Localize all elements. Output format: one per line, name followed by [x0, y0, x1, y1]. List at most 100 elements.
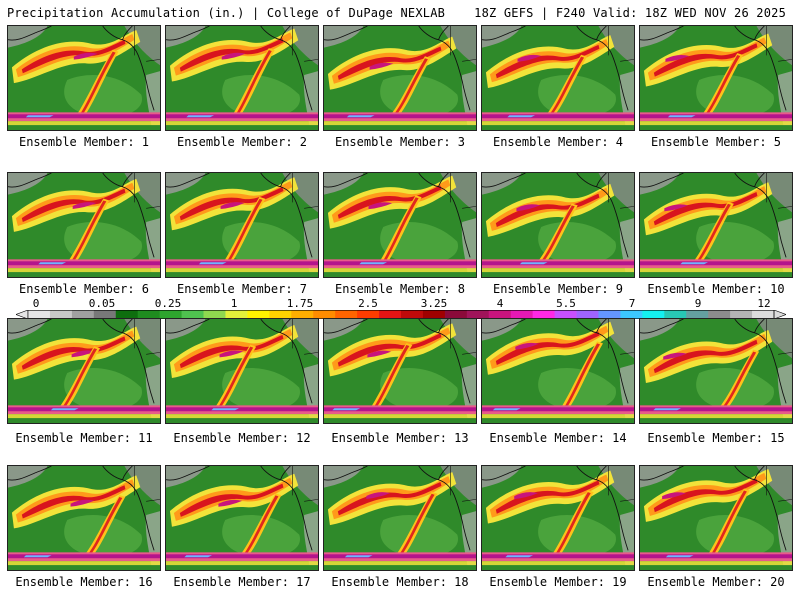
subtropical-plume-core: [238, 495, 279, 561]
light-precip-field: [380, 368, 459, 410]
itcz-core: [8, 407, 160, 412]
north-america-coastline: [102, 26, 155, 111]
north-america-coastline: [102, 466, 155, 551]
subtropical-plume-core: [213, 346, 254, 414]
storm-track-orange: [15, 182, 135, 226]
subtropical-plume-core: [232, 50, 272, 121]
ensemble-member-caption: Ensemble Member: 18: [331, 575, 469, 589]
colorbar-swatch: [115, 310, 139, 319]
heavy-precip-streak: [71, 350, 96, 358]
ensemble-map-panel: [323, 172, 477, 278]
dry-area-asia: [640, 26, 680, 48]
storm-track-orange: [647, 472, 767, 517]
north-america-coastline: [418, 466, 471, 551]
heavy-precip-streak: [514, 492, 538, 500]
itcz-core: [482, 114, 634, 119]
southern-field: [324, 125, 476, 130]
itcz-core: [324, 407, 476, 412]
storm-track-orange: [647, 333, 767, 378]
itcz-extreme-patch: [507, 115, 536, 118]
southern-field: [8, 272, 160, 277]
north-america-coastline: [734, 26, 787, 111]
itcz-extreme-patch: [665, 555, 694, 558]
light-precip-field: [64, 222, 143, 264]
southern-field: [324, 272, 476, 277]
ensemble-member-caption: Ensemble Member: 14: [489, 431, 627, 445]
dry-area-asia: [166, 466, 206, 488]
itcz-core: [482, 407, 634, 412]
dry-area-asia: [166, 26, 206, 48]
political-borders: [766, 26, 792, 62]
itcz-core: [8, 261, 160, 266]
heavy-precip-streak: [73, 52, 98, 60]
itcz-core: [8, 114, 160, 119]
north-america-coastline: [576, 26, 629, 111]
heavy-precip-streak: [369, 62, 394, 70]
north-america-coastline: [102, 319, 155, 404]
heavy-precip-streak: [366, 492, 390, 499]
dry-area-asia: [482, 26, 522, 48]
north-america-coastline: [418, 319, 471, 404]
colorbar-swatch: [576, 310, 599, 319]
ensemble-map-panel: [165, 172, 319, 278]
itcz-extreme-patch: [653, 408, 682, 411]
ensemble-map-panel: [7, 172, 161, 278]
southern-field: [166, 418, 318, 423]
north-america-coastline: [734, 466, 787, 551]
dry-area-north-america: [598, 26, 634, 66]
ensemble-map-panel: [7, 25, 161, 131]
heavy-precip-streak: [664, 204, 689, 212]
storm-track-orange: [173, 477, 293, 521]
ensemble-map-panel: [323, 318, 477, 424]
itcz-extreme-patch: [519, 262, 548, 265]
north-america-coastline: [418, 173, 471, 258]
storm-track-orange: [15, 34, 135, 78]
dry-area-asia: [8, 26, 48, 48]
political-borders: [766, 466, 792, 502]
political-borders: [292, 173, 318, 209]
heavy-precip-streak: [665, 55, 690, 62]
political-borders: [766, 173, 792, 209]
dry-area-asia: [166, 173, 206, 195]
political-borders: [608, 26, 634, 62]
ensemble-member-caption: Ensemble Member: 16: [15, 575, 153, 589]
storm-track-orange: [489, 474, 609, 518]
subtropical-plume-core: [544, 56, 585, 121]
dry-area-north-america: [756, 319, 792, 359]
ensemble-map-panel: [481, 25, 635, 131]
colorbar-swatch: [137, 310, 161, 319]
colorbar-tick-label: 0: [32, 297, 40, 310]
heavy-precip-streak: [516, 204, 541, 212]
ensemble-map-panel: [7, 465, 161, 571]
southern-field: [8, 418, 160, 423]
colorbar-tick-label: 0.05: [88, 297, 116, 310]
itcz-core: [640, 407, 792, 412]
subtropical-plume-core: [57, 348, 98, 414]
subtropical-plume-core: [395, 493, 435, 561]
political-borders: [134, 319, 160, 355]
itcz-core: [324, 114, 476, 119]
subtropical-plume-core: [716, 351, 757, 414]
heavy-precip-streak: [218, 499, 243, 507]
itcz-core: [482, 554, 634, 559]
north-america-coastline: [260, 173, 313, 258]
political-borders: [292, 466, 318, 502]
itcz-extreme-patch: [680, 262, 709, 265]
north-america-coastline: [734, 173, 787, 258]
colorbar-tick-label: 1: [230, 297, 238, 310]
heavy-precip-streak: [663, 352, 687, 360]
southern-field: [482, 125, 634, 130]
subtropical-plume-core: [222, 198, 263, 268]
southern-field: [324, 418, 476, 423]
heavy-precip-streak: [367, 350, 392, 358]
colorbar-swatch: [379, 310, 402, 319]
subtropical-plume-core: [82, 496, 123, 561]
dry-area-asia: [482, 173, 522, 195]
political-borders: [450, 319, 476, 355]
asia-coastline: [482, 173, 526, 188]
storm-track-orange: [489, 325, 609, 369]
political-borders: [450, 466, 476, 502]
colorbar-swatch: [28, 310, 51, 319]
ensemble-map-panel: [323, 465, 477, 571]
ensemble-map-panel: [481, 318, 635, 424]
